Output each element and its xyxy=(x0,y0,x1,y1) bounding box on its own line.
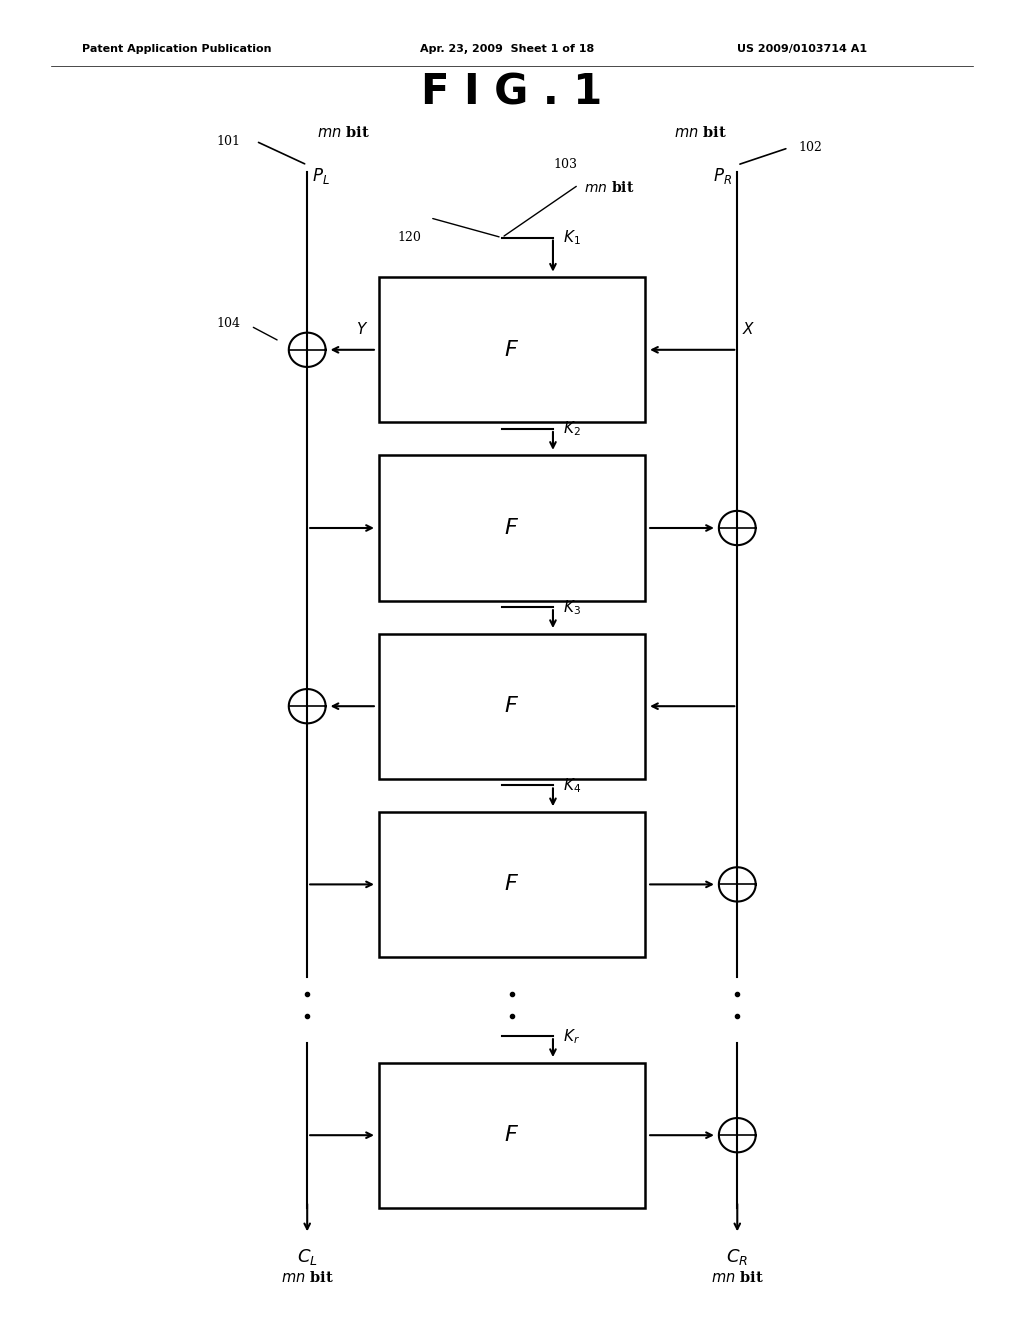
Bar xyxy=(379,277,645,422)
Text: $\mathit{mn}$ bit: $\mathit{mn}$ bit xyxy=(584,180,634,195)
Text: $\mathit{F}$: $\mathit{F}$ xyxy=(505,1125,519,1146)
Text: $\mathit{F}$: $\mathit{F}$ xyxy=(505,874,519,895)
Text: 120: 120 xyxy=(397,231,422,244)
Text: $\mathit{mn}$ bit: $\mathit{mn}$ bit xyxy=(711,1270,764,1284)
Text: $K_3$: $K_3$ xyxy=(563,598,581,616)
Text: $\mathit{mn}$ bit: $\mathit{mn}$ bit xyxy=(317,125,371,140)
Text: 104: 104 xyxy=(217,317,241,330)
Text: $C_R$: $C_R$ xyxy=(726,1247,749,1267)
Text: $\mathit{F}$: $\mathit{F}$ xyxy=(505,339,519,360)
Text: $C_L$: $C_L$ xyxy=(297,1247,317,1267)
Text: $X$: $X$ xyxy=(742,321,756,337)
Text: F I G . 1: F I G . 1 xyxy=(421,71,603,114)
Text: $\mathit{F}$: $\mathit{F}$ xyxy=(505,696,519,717)
Text: $K_r$: $K_r$ xyxy=(563,1027,581,1045)
Text: Apr. 23, 2009  Sheet 1 of 18: Apr. 23, 2009 Sheet 1 of 18 xyxy=(420,44,594,54)
Text: $K_2$: $K_2$ xyxy=(563,420,581,438)
Text: $P_R$: $P_R$ xyxy=(713,166,732,186)
Text: $P_L$: $P_L$ xyxy=(312,166,330,186)
Text: 103: 103 xyxy=(553,158,577,172)
Text: $K_1$: $K_1$ xyxy=(563,228,581,247)
Text: 101: 101 xyxy=(217,135,241,148)
Text: $\mathit{mn}$ bit: $\mathit{mn}$ bit xyxy=(674,125,727,140)
Text: Patent Application Publication: Patent Application Publication xyxy=(82,44,271,54)
Text: 102: 102 xyxy=(799,141,822,154)
Text: $\mathit{mn}$ bit: $\mathit{mn}$ bit xyxy=(281,1270,334,1284)
Text: $Y$: $Y$ xyxy=(356,321,369,337)
Text: $K_4$: $K_4$ xyxy=(563,776,582,795)
Bar xyxy=(379,634,645,779)
Bar xyxy=(379,455,645,601)
Bar xyxy=(379,1063,645,1208)
Text: $\mathit{F}$: $\mathit{F}$ xyxy=(505,517,519,539)
Text: US 2009/0103714 A1: US 2009/0103714 A1 xyxy=(737,44,867,54)
Bar xyxy=(379,812,645,957)
